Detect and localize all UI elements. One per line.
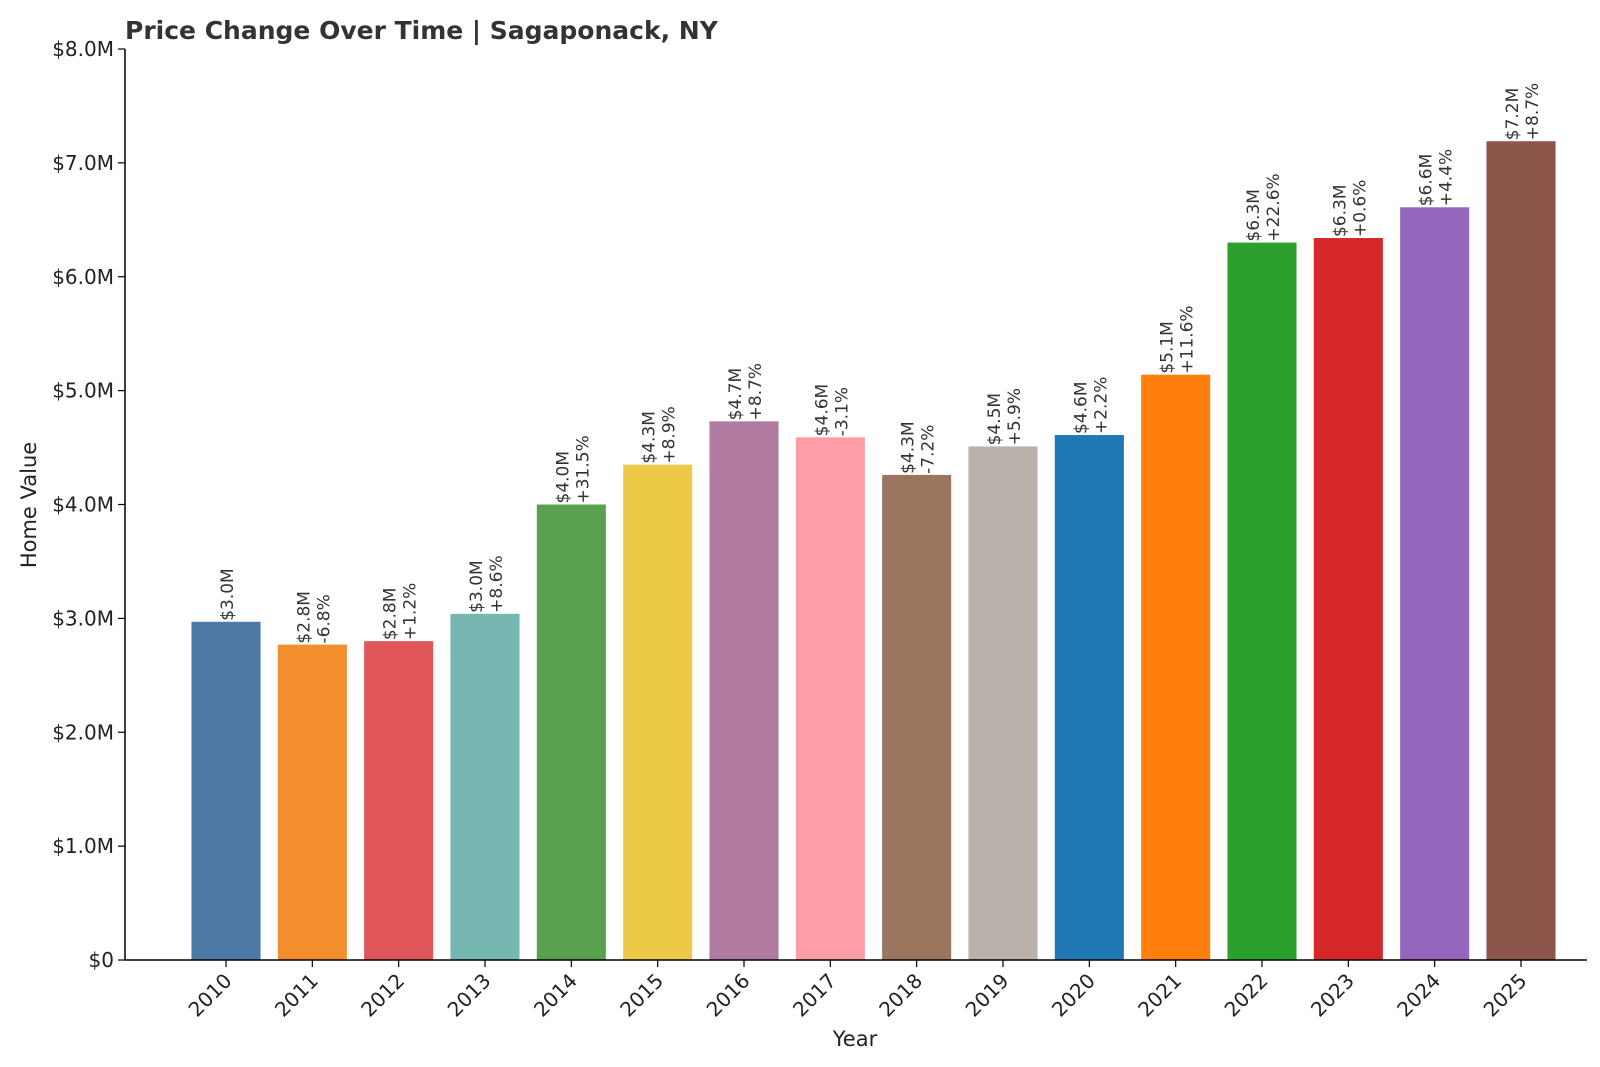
bar-value-label: $6.3M <box>1244 189 1264 242</box>
bar-change-label: +31.5% <box>573 435 593 503</box>
bar-change-label: +8.9% <box>660 406 680 463</box>
bar-value-label: $2.8M <box>381 588 401 641</box>
bar-2022 <box>1227 242 1297 960</box>
bar-value-label: $4.3M <box>640 411 660 464</box>
bar-change-label: -6.8% <box>314 594 334 643</box>
plot-area: $0 $1.0M $2.0M $3.0M $4.0M $5.0M $6.0M $7.0M $8.… <box>52 37 1556 1022</box>
bar-value-label: $2.8M <box>294 591 314 644</box>
x-tick-label: 2013 <box>443 969 496 1022</box>
bar-2011 <box>277 644 347 960</box>
chart-title: Price Change Over Time | Sagaponack, NY <box>125 16 719 45</box>
bar-2016 <box>709 421 779 961</box>
x-tick-label: 2012 <box>356 969 409 1022</box>
bar-change-label: +11.6% <box>1178 305 1198 373</box>
y-tick-label: $6.0M <box>52 265 114 289</box>
y-tick-label: $2.0M <box>52 720 114 744</box>
bar-2023 <box>1313 238 1383 961</box>
bar-2010 <box>191 621 261 960</box>
x-tick-label: 2023 <box>1306 969 1359 1022</box>
bar-change-label: +8.7% <box>1523 83 1543 140</box>
bar-2021 <box>1141 374 1211 960</box>
bar-value-label: $7.2M <box>1503 88 1523 141</box>
bar-value-label: $4.5M <box>985 393 1005 446</box>
x-tick-label: 2025 <box>1479 969 1532 1022</box>
x-tick-label: 2021 <box>1133 969 1186 1022</box>
bar-2025 <box>1486 141 1556 960</box>
x-tick-label: 2020 <box>1047 969 1100 1022</box>
x-axis-label: Year <box>832 1027 878 1051</box>
y-tick-label: $5.0M <box>52 379 114 403</box>
y-tick-label: $7.0M <box>52 151 114 175</box>
bar-value-label: $6.3M <box>1330 185 1350 238</box>
bar-2020 <box>1054 435 1124 960</box>
bar-value-label: $3.0M <box>467 560 487 613</box>
bar-2013 <box>450 613 520 960</box>
y-tick-label: $3.0M <box>52 606 114 630</box>
x-tick-label: 2017 <box>788 969 841 1022</box>
x-tick-label: 2024 <box>1392 969 1445 1022</box>
bar-value-label: $4.0M <box>553 451 573 504</box>
bar-change-label: -3.1% <box>832 387 852 436</box>
bar-2018 <box>882 474 952 960</box>
x-tick-label: 2014 <box>529 969 582 1022</box>
bar-change-label: +1.2% <box>401 583 421 640</box>
y-tick-label: $1.0M <box>52 834 114 858</box>
x-tick-label: 2016 <box>702 969 755 1022</box>
y-tick-label: $8.0M <box>52 37 114 61</box>
bar-change-label: +5.9% <box>1005 388 1025 445</box>
bar-value-label: $5.1M <box>1158 321 1178 374</box>
bar-value-label: $4.7M <box>726 368 746 421</box>
bar-2024 <box>1400 207 1470 960</box>
x-tick-label: 2010 <box>184 969 237 1022</box>
bar-change-label: +0.6% <box>1350 180 1370 237</box>
bar-2012 <box>364 641 434 960</box>
bar-2015 <box>623 464 693 960</box>
y-tick-label: $0 <box>89 948 114 972</box>
bar-value-label: $4.6M <box>1071 382 1091 435</box>
bar-change-label: +8.7% <box>746 363 766 420</box>
x-tick-label: 2011 <box>270 969 323 1022</box>
y-tick-label: $4.0M <box>52 493 114 517</box>
bar-2017 <box>795 437 865 961</box>
x-tick-label: 2019 <box>961 969 1014 1022</box>
bar-value-label: $6.6M <box>1417 154 1437 207</box>
bar-change-label: +2.2% <box>1091 377 1111 434</box>
bar-change-label: +22.6% <box>1264 173 1284 241</box>
bar-change-label: +8.6% <box>487 555 507 612</box>
bar-value-label: $4.3M <box>899 421 919 474</box>
bar-change-label: -7.2% <box>919 425 939 474</box>
bar-change-label: +4.4% <box>1437 149 1457 206</box>
bar-value-label: $4.6M <box>812 384 832 437</box>
x-tick-label: 2022 <box>1220 969 1273 1022</box>
bar-value-label: $3.0M <box>218 568 238 621</box>
y-axis-label: Home Value <box>17 442 41 568</box>
bar-2019 <box>968 446 1038 961</box>
bar-2014 <box>536 504 606 960</box>
x-tick-label: 2018 <box>874 969 927 1022</box>
x-tick-label: 2015 <box>615 969 668 1022</box>
